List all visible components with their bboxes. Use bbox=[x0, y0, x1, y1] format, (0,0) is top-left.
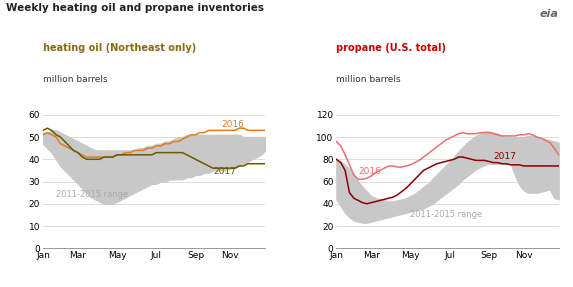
Text: 2017: 2017 bbox=[213, 167, 236, 176]
Text: eia: eia bbox=[540, 9, 559, 19]
Text: 2011-2015 range: 2011-2015 range bbox=[56, 190, 128, 199]
Text: heating oil (Northeast only): heating oil (Northeast only) bbox=[43, 43, 196, 53]
Text: 2017: 2017 bbox=[493, 152, 516, 161]
Text: 2011-2015 range: 2011-2015 range bbox=[410, 210, 482, 219]
Text: million barrels: million barrels bbox=[336, 75, 401, 84]
Text: 2016: 2016 bbox=[222, 120, 245, 129]
Text: Weekly heating oil and propane inventories: Weekly heating oil and propane inventori… bbox=[6, 3, 264, 13]
Text: million barrels: million barrels bbox=[43, 75, 108, 84]
Text: 2016: 2016 bbox=[358, 167, 381, 176]
Text: propane (U.S. total): propane (U.S. total) bbox=[336, 43, 446, 53]
